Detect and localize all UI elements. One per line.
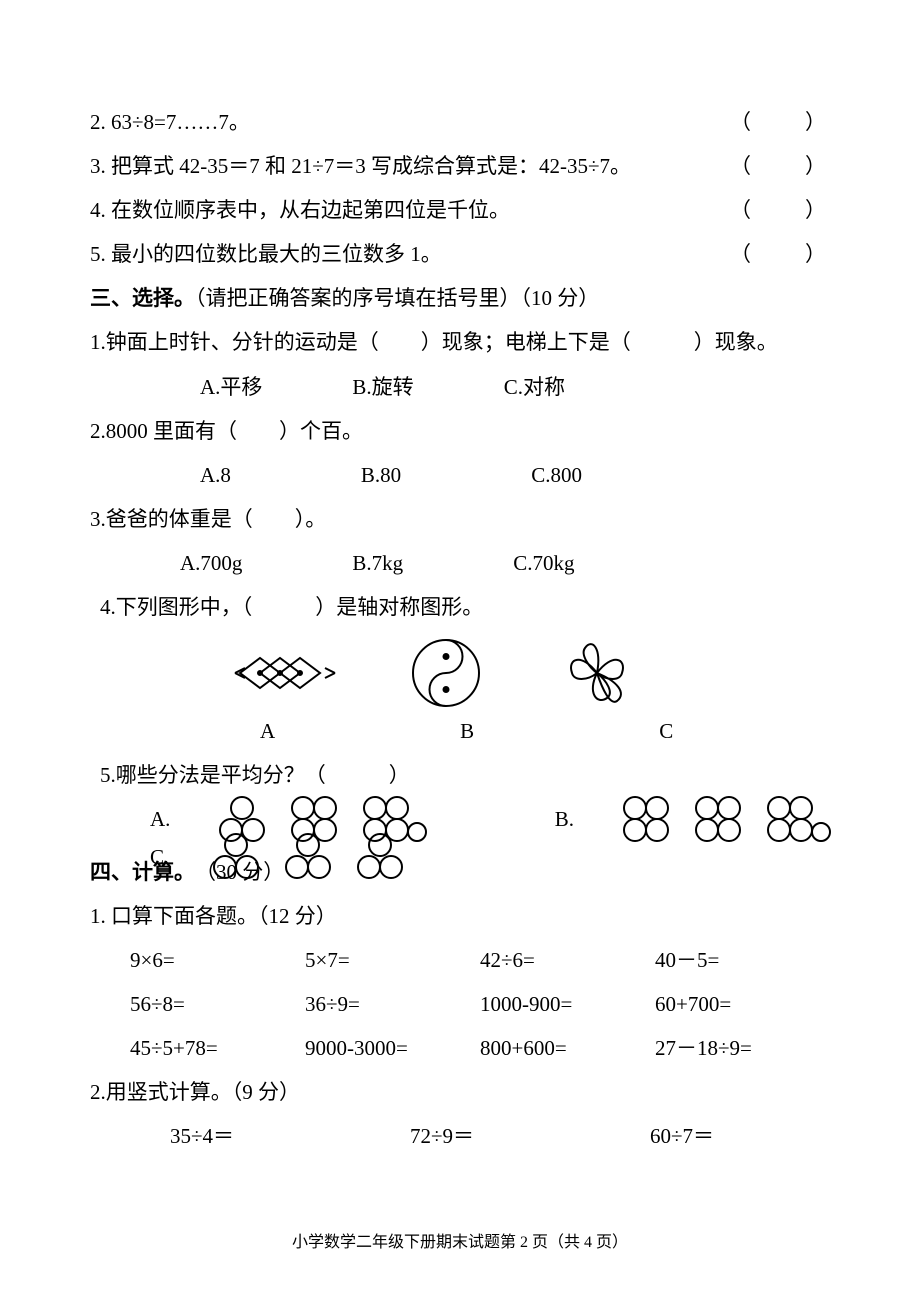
judgment-item-2: 2. 63÷8=7……7。 （ ） <box>90 100 830 144</box>
q3-3: 3.爸爸的体重是（ ）。 <box>90 497 830 541</box>
q3-1: 1.钟面上时针、分针的运动是（ ）现象；电梯上下是（ ）现象。 <box>90 320 830 364</box>
cell: 56÷8= <box>130 982 305 1026</box>
text: 在数位顺序表中，从右边起第四位是千位。 <box>111 198 510 222</box>
cell: 800+600= <box>480 1026 655 1070</box>
item: 72÷9＝ <box>410 1114 650 1158</box>
section-title: 三、选择。 <box>90 286 195 310</box>
choice-a: A.平移 <box>200 365 262 409</box>
cell: 1000-900= <box>480 982 655 1026</box>
q3-4-images <box>90 633 830 713</box>
choice-a: A.8 <box>200 453 231 497</box>
item: 35÷4＝ <box>170 1114 410 1158</box>
cell: 36÷9= <box>305 982 480 1026</box>
answer-paren: （ ） <box>730 144 830 188</box>
mental-row-1: 9×6= 5×7= 42÷6= 40－5= <box>90 938 830 982</box>
knot-icon <box>230 648 340 698</box>
q3-5: 5.哪些分法是平均分？（ ） <box>90 753 830 797</box>
flower-icon <box>552 633 642 713</box>
cell: 60+700= <box>655 982 830 1026</box>
choice-b: B.80 <box>361 453 401 497</box>
q5-choice-b-icon <box>624 797 830 841</box>
cell: 5×7= <box>305 938 480 982</box>
q3-2: 2.8000 里面有（ ）个百。 <box>90 409 830 453</box>
yinyang-icon <box>410 637 482 709</box>
mental-row-2: 56÷8= 36÷9= 1000-900= 60+700= <box>90 982 830 1026</box>
cell: 9×6= <box>130 938 305 982</box>
label-a: A <box>260 709 275 753</box>
text: 63÷8=7……7。 <box>111 110 250 134</box>
item: 60÷7＝ <box>650 1114 714 1158</box>
num: 3. <box>90 154 106 178</box>
mental-row-3: 45÷5+78= 9000-3000= 800+600= 27－18÷9= <box>90 1026 830 1070</box>
label-b: B. <box>555 797 574 841</box>
judgment-item-5: 5. 最小的四位数比最大的三位数多 1。 （ ） <box>90 232 830 276</box>
answer-paren: （ ） <box>730 232 830 276</box>
q4-2: 2.用竖式计算。（9 分） <box>90 1070 830 1114</box>
cell: 45÷5+78= <box>130 1026 305 1070</box>
choice-b: B.旋转 <box>352 365 413 409</box>
choice-c: C.70kg <box>513 541 574 585</box>
q3-3-choices: A.700g B.7kg C.70kg <box>90 541 830 585</box>
cell: 27－18÷9= <box>655 1026 830 1070</box>
vertical-calc-row: 35÷4＝ 72÷9＝ 60÷7＝ <box>90 1114 830 1158</box>
cell: 42÷6= <box>480 938 655 982</box>
cell: 40－5= <box>655 938 830 982</box>
text: 最小的四位数比最大的三位数多 1。 <box>111 242 442 266</box>
judgment-item-3: 3. 把算式 42-35＝7 和 21÷7＝3 写成综合算式是：42-35÷7。… <box>90 144 830 188</box>
q4-1: 1. 口算下面各题。（12 分） <box>90 894 830 938</box>
q5-choice-c-icon <box>214 834 402 878</box>
choice-c: C.对称 <box>504 365 565 409</box>
section-3-header: 三、选择。（请把正确答案的序号填在括号里）（10 分） <box>90 276 830 320</box>
section-title: 四、计算。 <box>90 850 195 894</box>
q3-4: 4.下列图形中，（ ）是轴对称图形。 <box>90 585 830 629</box>
q3-1-choices: A.平移 B.旋转 C.对称 <box>90 365 830 409</box>
q3-2-choices: A.8 B.80 C.800 <box>90 453 830 497</box>
choice-a: A.700g <box>180 541 242 585</box>
num: 4. <box>90 198 106 222</box>
exam-page: 2. 63÷8=7……7。 （ ） 3. 把算式 42-35＝7 和 21÷7＝… <box>0 0 920 1300</box>
answer-paren: （ ） <box>730 100 830 144</box>
section-4-header: 四、计算。（30 分） <box>90 850 830 894</box>
label-b: B <box>460 709 474 753</box>
page-footer: 小学数学二年级下册期末试题第 2 页（共 4 页） <box>0 1226 920 1260</box>
answer-paren: （ ） <box>730 188 830 232</box>
num: 5. <box>90 242 106 266</box>
q3-4-labels: A B C <box>90 709 830 753</box>
judgment-item-4: 4. 在数位顺序表中，从右边起第四位是千位。 （ ） <box>90 188 830 232</box>
text: 把算式 42-35＝7 和 21÷7＝3 写成综合算式是：42-35÷7。 <box>111 154 631 178</box>
label-c: C <box>659 709 673 753</box>
section-subtitle: （请把正确答案的序号填在括号里）（10 分） <box>195 286 599 310</box>
cell: 9000-3000= <box>305 1026 480 1070</box>
choice-c: C.800 <box>531 453 582 497</box>
num: 2. <box>90 110 106 134</box>
choice-b: B.7kg <box>352 541 403 585</box>
